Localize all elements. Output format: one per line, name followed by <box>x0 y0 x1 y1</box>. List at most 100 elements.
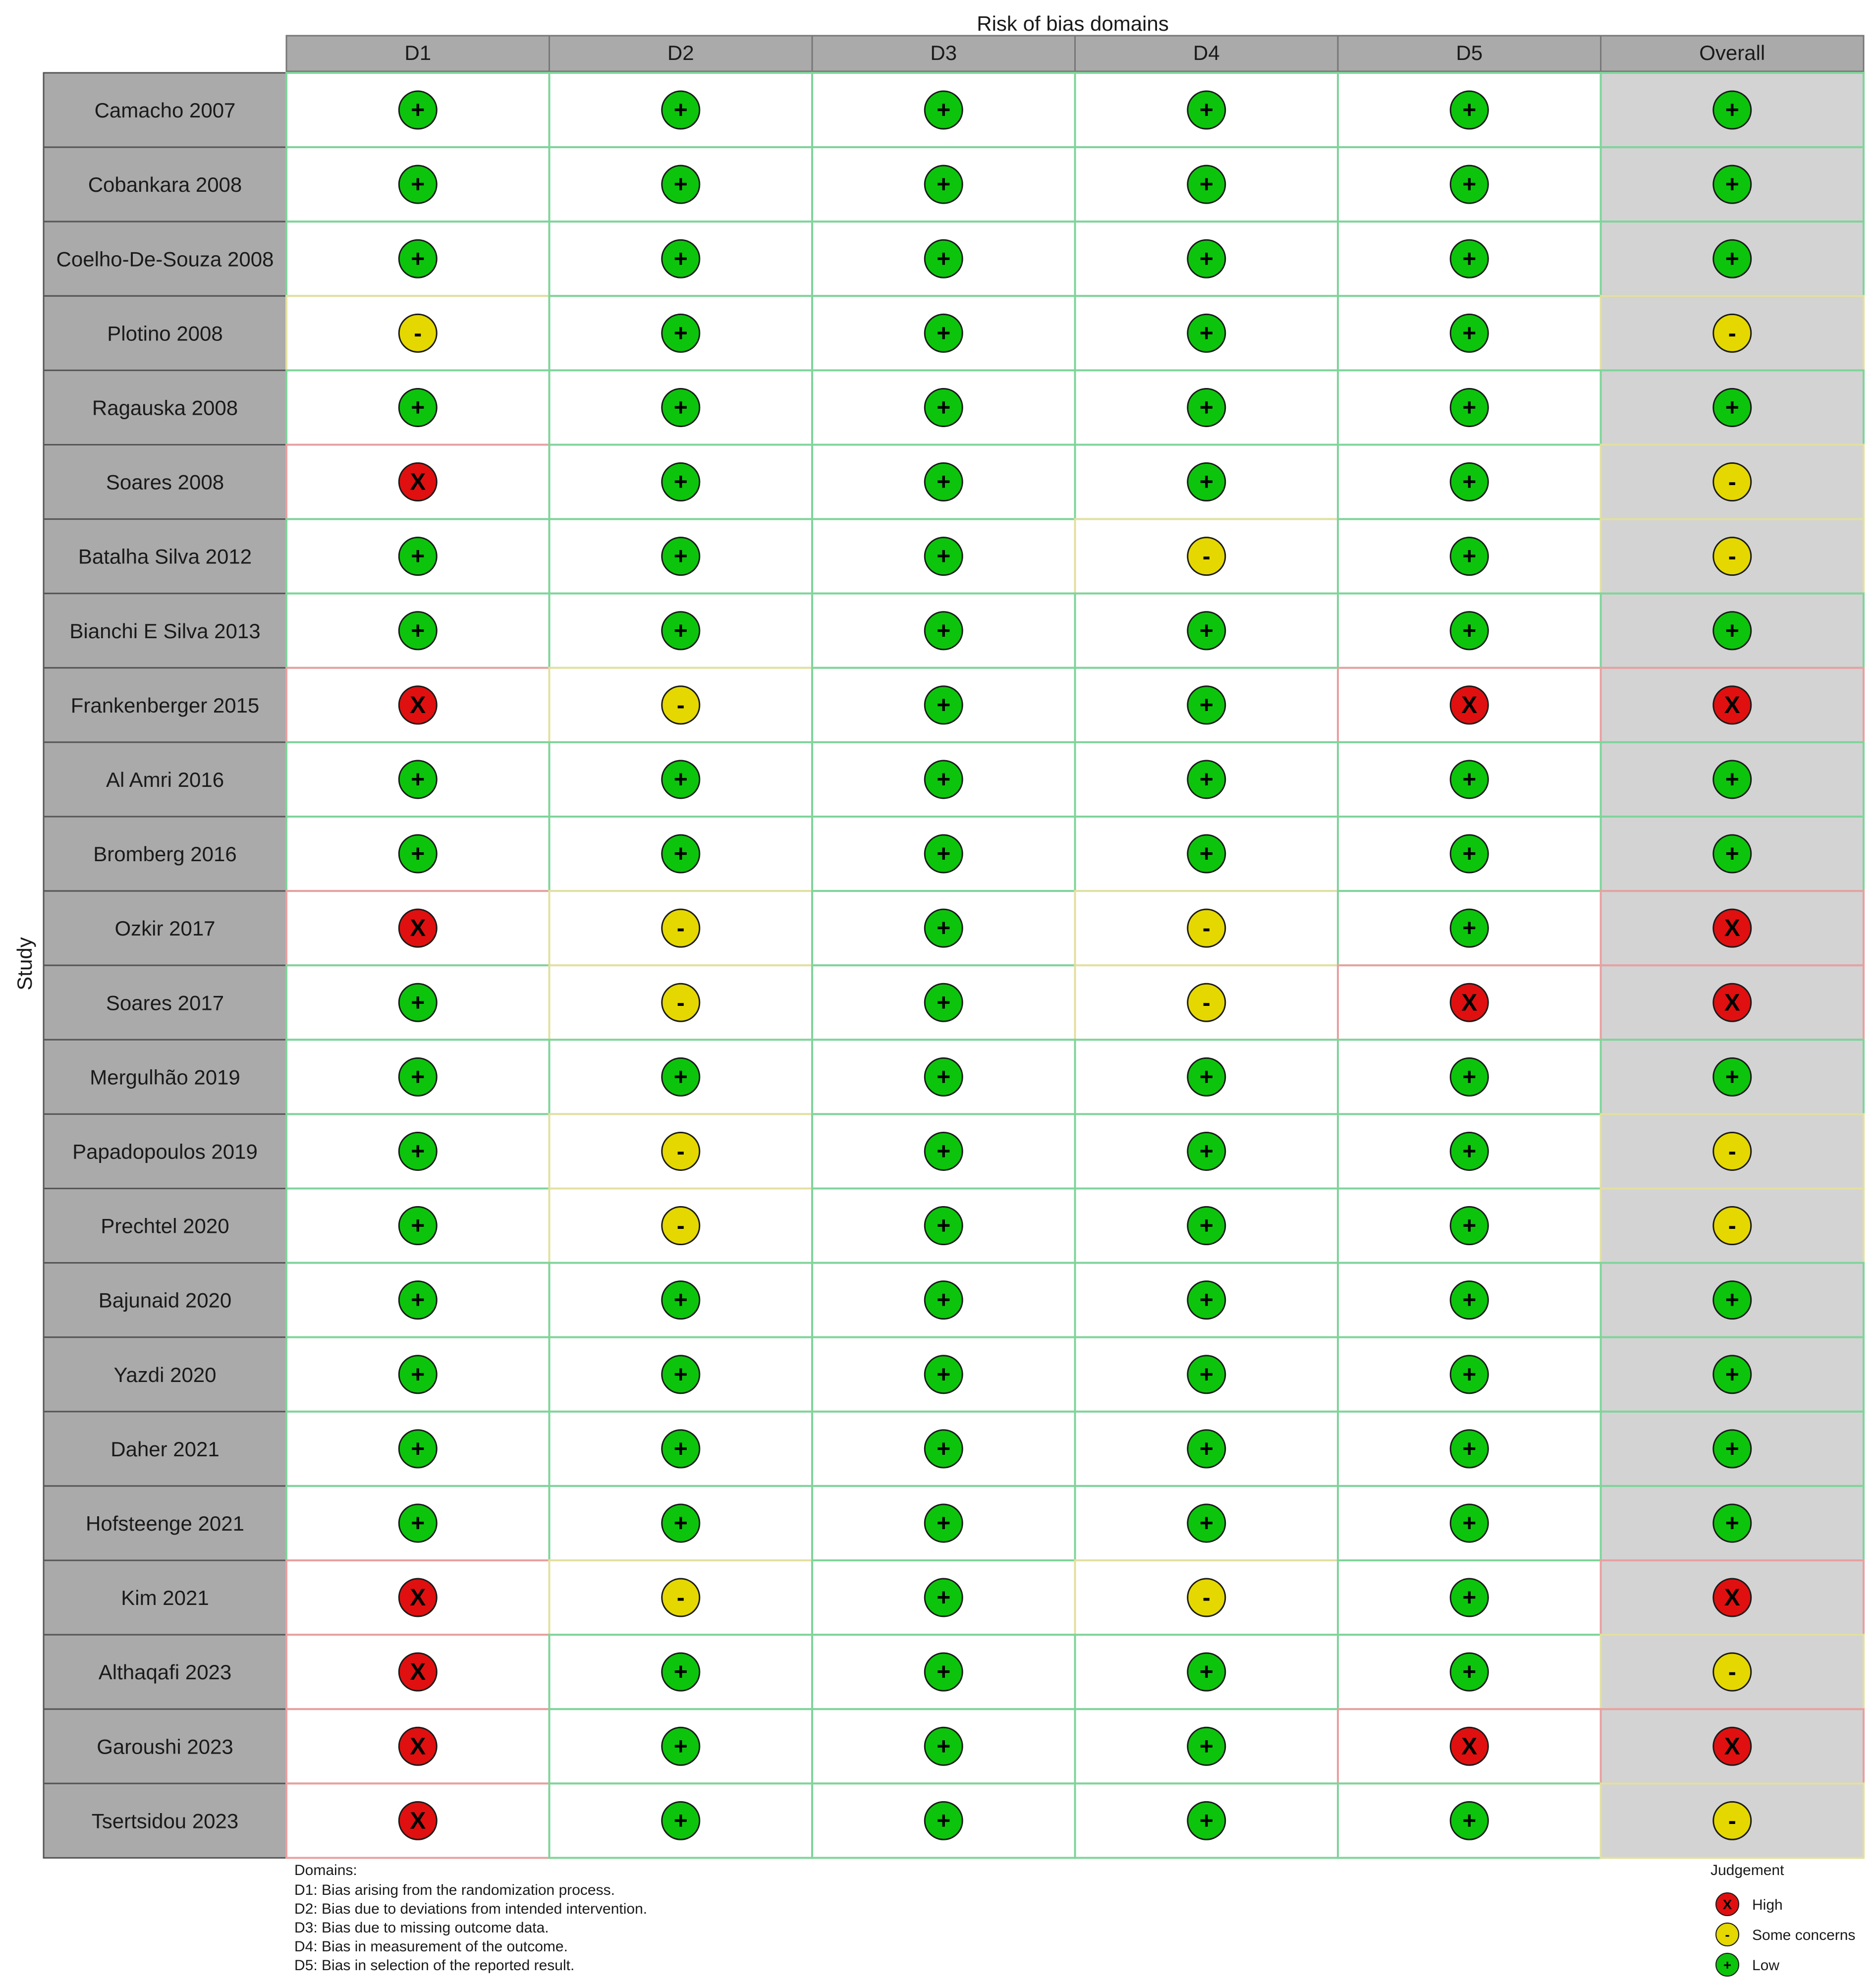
judgement-cell <box>811 741 1076 818</box>
judgement-symbol: + <box>937 767 950 793</box>
study-label: Prechtel 2020 <box>101 1214 229 1238</box>
judgement-low-marker <box>924 313 963 353</box>
legend-some-marker <box>1715 1923 1739 1946</box>
judgement-low-marker <box>1449 1280 1489 1320</box>
study-label: Al Amri 2016 <box>106 768 224 791</box>
judgement-low-marker <box>1187 1503 1226 1543</box>
legend-symbol: - <box>1725 1927 1729 1942</box>
judgement-high-marker <box>1449 983 1489 1022</box>
judgement-symbol: X <box>410 915 426 941</box>
judgement-low-marker <box>1187 90 1226 130</box>
judgement-symbol: + <box>411 767 425 793</box>
judgement-low-marker <box>1449 1652 1489 1692</box>
judgement-symbol: - <box>677 1213 685 1239</box>
judgement-symbol: + <box>411 1213 425 1239</box>
judgement-some-marker <box>661 1206 701 1246</box>
judgement-low-marker <box>398 1057 438 1097</box>
judgement-low-marker <box>661 165 701 204</box>
judgement-low-marker <box>924 462 963 502</box>
judgement-symbol: + <box>674 618 688 644</box>
judgement-low-marker <box>1187 313 1226 353</box>
judgement-symbol: + <box>411 544 425 570</box>
judgement-symbol: + <box>937 915 950 941</box>
judgement-low-marker <box>1449 90 1489 130</box>
judgement-some-marker <box>1712 313 1752 353</box>
judgement-low-marker <box>661 1280 701 1320</box>
judgement-low-marker <box>398 537 438 576</box>
judgement-some-marker <box>1187 983 1226 1022</box>
judgement-symbol: + <box>1462 1585 1476 1611</box>
judgement-symbol: + <box>1462 394 1476 421</box>
study-label: Cobankara 2008 <box>88 173 242 196</box>
judgement-symbol: + <box>937 841 950 867</box>
judgement-low-marker <box>661 313 701 353</box>
judgement-symbol: - <box>1728 1808 1736 1834</box>
judgement-symbol: + <box>674 1064 688 1090</box>
judgement-symbol: + <box>1462 171 1476 198</box>
study-label-cell <box>43 295 287 371</box>
legend-label: Some concerns <box>1752 1927 1855 1943</box>
judgement-low-marker <box>1712 611 1752 651</box>
study-label-cell <box>43 444 287 520</box>
study-label-cell <box>43 369 287 446</box>
judgement-symbol: + <box>1200 1436 1214 1462</box>
legend-label: Low <box>1752 1957 1779 1974</box>
judgement-some-marker <box>398 313 438 353</box>
judgement-symbol: + <box>411 171 425 198</box>
judgement-symbol: + <box>411 618 425 644</box>
judgement-symbol: + <box>1200 1733 1214 1760</box>
judgement-symbol: + <box>1725 841 1739 867</box>
judgement-low-marker <box>398 834 438 874</box>
judgement-high-marker <box>398 685 438 725</box>
grid: D1 D2 D3 D4 D5 Overall Camacho 2007 + + + + + + Coban… <box>43 35 1865 1859</box>
judgement-symbol: + <box>1725 1436 1739 1462</box>
judgement-symbol: + <box>1200 1510 1214 1537</box>
judgement-low-marker <box>1449 165 1489 204</box>
judgement-symbol: + <box>411 1138 425 1164</box>
judgement-symbol: + <box>674 320 688 346</box>
judgement-some-marker <box>1712 462 1752 502</box>
judgement-low-marker <box>924 685 963 725</box>
judgement-symbol: + <box>1462 469 1476 496</box>
judgement-symbol: + <box>674 767 688 793</box>
judgement-symbol: + <box>674 1436 688 1462</box>
y-axis-label: Study <box>13 937 36 990</box>
judgement-high-marker <box>398 1652 438 1692</box>
judgement-symbol: + <box>674 97 688 123</box>
judgement-symbol: - <box>677 990 685 1016</box>
judgement-symbol: + <box>937 1138 950 1164</box>
judgement-symbol: + <box>1200 394 1214 421</box>
judgement-low-marker <box>661 1057 701 1097</box>
study-label: Yazdi 2020 <box>113 1363 216 1386</box>
judgement-low-marker <box>1449 537 1489 576</box>
judgement-low-marker <box>924 1206 963 1246</box>
judgement-low-marker <box>398 90 438 130</box>
judgement-symbol: + <box>937 1362 950 1388</box>
domains-footer: Domains: D1: Bias arising from the rando… <box>294 1862 647 1974</box>
judgement-low-marker <box>1449 1578 1489 1617</box>
judgement-low-marker <box>1187 1652 1226 1692</box>
judgement-low-marker <box>1712 387 1752 427</box>
judgement-symbol: + <box>1725 767 1739 793</box>
judgement-symbol: + <box>1725 171 1739 198</box>
judgement-symbol: X <box>410 692 426 718</box>
judgement-symbol: + <box>1200 1659 1214 1685</box>
judgement-symbol: - <box>1728 1213 1736 1239</box>
judgement-low-marker <box>924 1801 963 1840</box>
study-label: Soares 2017 <box>106 991 224 1014</box>
study-label: Kim 2021 <box>121 1586 209 1609</box>
judgement-low-marker <box>924 537 963 576</box>
judgement-low-marker <box>398 1429 438 1469</box>
judgement-symbol: - <box>1728 1659 1736 1685</box>
judgement-low-marker <box>1449 760 1489 799</box>
judgement-low-marker <box>1449 1801 1489 1840</box>
judgement-symbol: - <box>1728 544 1736 570</box>
judgement-symbol: + <box>674 1510 688 1537</box>
study-label-cell <box>43 518 287 595</box>
judgement-low-marker <box>1449 1429 1489 1469</box>
judgement-low-marker <box>398 1280 438 1320</box>
judgement-low-marker <box>661 90 701 130</box>
judgement-some-marker <box>1187 537 1226 576</box>
judgement-symbol: + <box>1462 841 1476 867</box>
judgement-high-marker <box>1712 685 1752 725</box>
